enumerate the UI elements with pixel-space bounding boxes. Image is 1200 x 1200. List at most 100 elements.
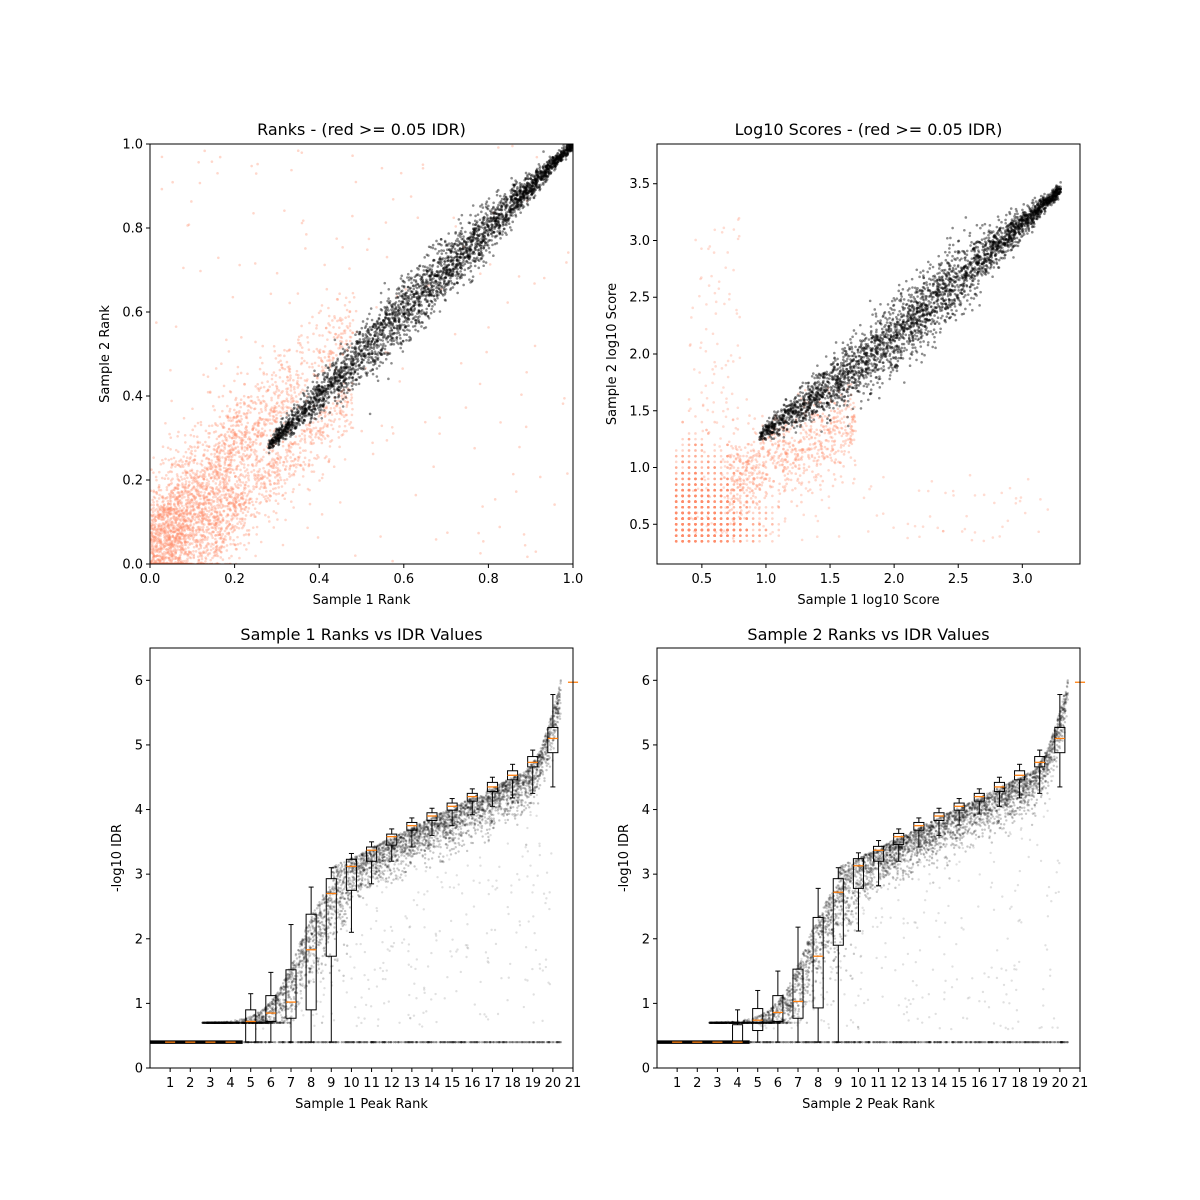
- ranks-low-point: [212, 495, 215, 499]
- ranks-low-point: [171, 549, 175, 552]
- ranks-low-point: [390, 425, 394, 429]
- ranks-low-point: [268, 429, 272, 432]
- ranks-low-point: [161, 515, 165, 519]
- ranks-low-point: [215, 522, 219, 525]
- ranks-low-point: [192, 494, 196, 498]
- ranks-high-point: [455, 277, 459, 280]
- ranks-low-point: [234, 467, 238, 471]
- ranks-low-point: [221, 519, 224, 523]
- ranks-low-point: [195, 500, 198, 503]
- ranks-low-point: [308, 459, 311, 462]
- ranks-low-point: [323, 263, 326, 267]
- ranks-low-point: [211, 531, 214, 534]
- ranks-low-point: [187, 484, 191, 487]
- ranks-low-point: [163, 497, 167, 500]
- ranks-low-point: [333, 314, 336, 318]
- ranks-low-point: [286, 376, 289, 379]
- ranks-low-point: [192, 485, 196, 488]
- ranks-low-point: [234, 509, 237, 513]
- ranks-low-point: [229, 471, 232, 475]
- ranks-low-point: [225, 439, 229, 442]
- ranks-low-point: [257, 389, 261, 392]
- ranks-low-point: [294, 395, 298, 398]
- ranks-low-point: [218, 457, 222, 460]
- ranks-low-point: [188, 499, 192, 503]
- ranks-low-point: [269, 494, 272, 498]
- ranks-low-point: [199, 497, 202, 501]
- ranks-low-point: [157, 485, 161, 489]
- ranks-low-point: [235, 441, 238, 444]
- ranks-low-point: [212, 543, 215, 546]
- ranks-low-point: [170, 542, 173, 546]
- ranks-low-point: [239, 420, 242, 423]
- ranks-low-point: [166, 530, 169, 533]
- ranks-low-point: [268, 448, 272, 452]
- ranks-low-point: [215, 455, 219, 458]
- ranks-low-point: [414, 493, 418, 497]
- ranks-low-point: [173, 540, 177, 543]
- ranks-low-point: [208, 467, 212, 471]
- ranks-low-point: [152, 523, 156, 527]
- ranks-low-point: [157, 539, 161, 542]
- ranks-low-point: [185, 533, 188, 536]
- ranks-low-point: [499, 421, 502, 424]
- ranks-low-point: [234, 447, 237, 450]
- ranks-low-point: [331, 402, 335, 405]
- ranks-low-point: [203, 448, 206, 452]
- ranks-low-point: [334, 404, 338, 408]
- ranks-low-point: [283, 399, 286, 403]
- ranks-low-point: [243, 383, 246, 386]
- ranks-low-point: [227, 449, 230, 453]
- ranks-low-point: [177, 556, 180, 560]
- ranks-low-point: [274, 486, 277, 490]
- ranks-low-point: [303, 438, 307, 442]
- ranks-low-point: [300, 432, 304, 436]
- ranks-low-point: [151, 555, 155, 559]
- ranks-low-point: [154, 544, 157, 548]
- ranks-low-point: [205, 456, 209, 460]
- ranks-low-point: [211, 404, 215, 408]
- ranks-low-point: [331, 356, 335, 360]
- ranks-low-point: [198, 542, 202, 546]
- ranks-low-point: [202, 496, 206, 500]
- ranks-high-point: [357, 375, 361, 379]
- ranks-low-point: [284, 465, 288, 468]
- ranks-low-point: [248, 441, 252, 444]
- ranks-low-point: [236, 464, 240, 468]
- ranks-low-point: [296, 376, 300, 380]
- ranks-low-point: [318, 350, 322, 354]
- ranks-low-point: [245, 548, 248, 551]
- ranks-low-point: [207, 552, 210, 555]
- ranks-low-point: [155, 539, 158, 542]
- ranks-low-point: [229, 486, 233, 489]
- ranks-low-point: [185, 527, 189, 531]
- ranks-low-point: [220, 514, 224, 517]
- ranks-low-point: [213, 477, 216, 480]
- ranks-low-point: [271, 383, 274, 387]
- ranks-low-point: [459, 361, 463, 365]
- ranks-low-point: [283, 348, 286, 352]
- ranks-low-point: [241, 439, 244, 443]
- ranks-low-point: [207, 435, 211, 439]
- ranks-low-point: [242, 525, 245, 528]
- ranks-low-point: [214, 421, 217, 425]
- ranks-low-point: [168, 553, 171, 556]
- ranks-low-point: [180, 509, 184, 513]
- ranks-low-point: [161, 496, 165, 500]
- ranks-low-point: [193, 458, 196, 462]
- ranks-low-point: [212, 547, 215, 550]
- ranks-low-point: [328, 359, 331, 363]
- ranks-low-point: [183, 487, 187, 490]
- ranks-low-point: [158, 522, 162, 526]
- ranks-low-point: [182, 537, 186, 540]
- ranks-low-point: [186, 512, 189, 516]
- ranks-low-point: [188, 505, 192, 509]
- ranks-high-point: [459, 235, 462, 239]
- ranks-low-point: [192, 461, 196, 464]
- ranks-low-point: [233, 379, 236, 383]
- ranks-low-point: [216, 424, 219, 427]
- ranks-low-point: [202, 498, 206, 501]
- ranks-low-point: [203, 523, 206, 526]
- ranks-low-point: [205, 478, 209, 481]
- ranks-low-point: [278, 376, 282, 379]
